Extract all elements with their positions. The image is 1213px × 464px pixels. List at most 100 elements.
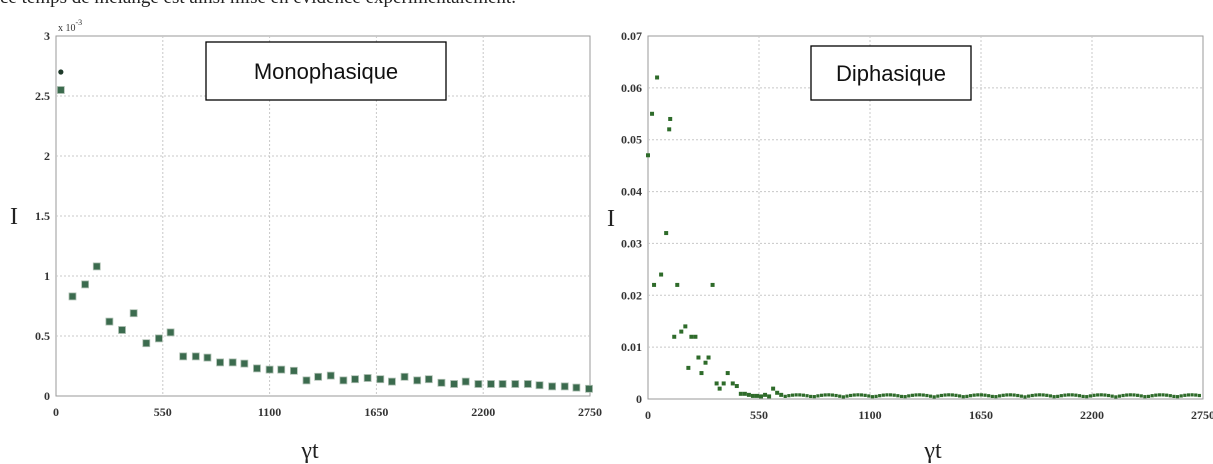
data-point [885,393,889,397]
data-point [339,376,348,385]
data-point [68,292,77,301]
data-point [400,372,409,381]
data-point [696,355,701,360]
data-point [738,391,743,396]
data-point [965,394,969,398]
y-tick-label: 0.01 [621,340,642,354]
data-point [388,377,396,386]
chart-title: Monophasique [254,59,398,84]
data-point [1056,394,1060,398]
data-point [668,116,673,121]
y-tick-label: 0.04 [621,185,642,199]
data-point [950,393,954,397]
y-tick-label: 0.05 [621,133,642,147]
data-point [363,374,372,382]
data-point [914,393,918,397]
y-tick-label: 0 [44,389,50,403]
data-point [928,394,933,398]
x-tick-label: 1100 [858,408,881,422]
data-point [351,375,359,384]
data-point [812,395,816,399]
x-tick-label: 0 [53,405,59,419]
data-point [1194,393,1198,397]
data-point [672,334,677,339]
data-point [179,352,188,361]
data-point [779,392,784,397]
data-point [896,394,900,398]
data-point [1143,395,1147,399]
data-point [742,391,747,396]
data-point [1154,393,1158,397]
x-axis-title: γt [923,438,942,464]
x-tick-label: 2750 [578,405,602,419]
y-tick-label: 0.5 [35,329,50,343]
data-point [1121,393,1125,398]
data-point [903,395,907,399]
data-point [932,395,936,399]
data-point [461,377,470,386]
x-tick-label: 1650 [969,408,993,422]
data-point [730,381,735,386]
data-point [1106,393,1111,398]
y-tick-label: 0.06 [621,81,642,95]
data-point [939,393,944,398]
data-point [1001,393,1005,397]
y-tick-label: 0.03 [621,236,642,250]
data-point [979,393,984,397]
data-point [1099,393,1103,397]
data-point [1088,394,1092,398]
data-point [1034,393,1038,397]
data-point [1037,393,1042,397]
data-point [1179,394,1183,398]
data-point [679,329,684,334]
data-point [936,394,940,398]
data-point [474,380,483,388]
data-point [129,309,138,318]
data-point [1070,393,1074,397]
data-point [652,282,657,287]
y-exponent-label: x 10-3 [58,18,82,34]
monophasique-chart: 0 550 1100 1650 2200 2750 0 0.5 1 1.5 2 2.5 3 x 10-… [10,18,602,464]
data-point [771,386,776,391]
chart-title: Diphasique [836,61,946,86]
data-point [228,358,237,367]
x-tick-label: 1100 [258,405,281,419]
y-tick-label: 0 [636,392,642,406]
data-point [801,393,805,397]
data-point [767,394,772,399]
data-point [983,393,987,397]
data-point [191,352,200,361]
data-point [1041,393,1045,397]
data-point [664,231,669,236]
y-tick-label: 0.02 [621,288,642,302]
data-point [1030,393,1034,398]
data-point [1139,394,1143,398]
data-point [1168,394,1172,398]
data-point [560,382,569,391]
data-point [1110,394,1114,398]
data-point [1161,393,1165,397]
data-point [585,384,593,393]
data-point [1019,394,1023,398]
data-point [892,393,896,397]
x-tick-label: 2200 [471,405,495,419]
data-point [511,380,520,388]
y-tick-label: 0.07 [621,29,642,43]
y-axis-title: I [10,204,18,230]
data-points [646,75,1201,399]
x-tick-label: 2200 [1080,408,1104,422]
data-point [863,393,867,397]
data-point [968,394,973,398]
y-tick-label: 3 [44,29,50,43]
data-point [413,376,422,385]
data-point [754,393,759,398]
data-point [92,262,101,271]
data-point [734,384,739,389]
data-point [888,393,893,397]
title-box [810,45,972,101]
data-point [1186,393,1191,397]
data-point [1157,393,1162,397]
data-point [703,360,708,365]
y-axis-title: I [607,206,615,232]
y-tick-label: 2.5 [35,89,50,103]
